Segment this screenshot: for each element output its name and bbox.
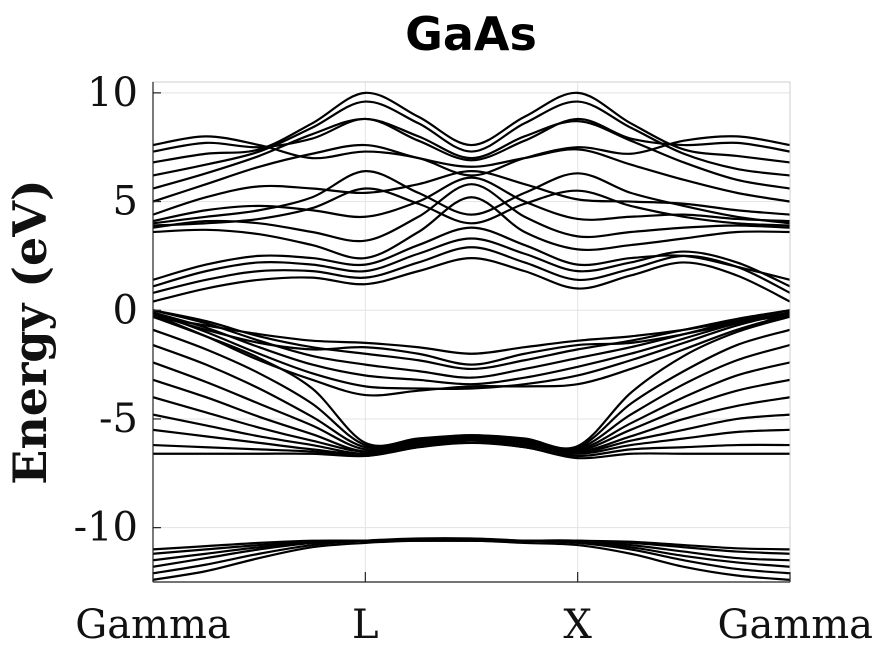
band-line-30 <box>153 170 790 216</box>
band-line-23 <box>153 256 790 303</box>
band-line-15 <box>153 315 790 450</box>
band-line-20 <box>153 313 790 397</box>
band-line-21 <box>153 313 790 366</box>
band-line-28 <box>153 183 790 243</box>
band-line-34 <box>153 91 790 164</box>
y-tick-label-4: 10 <box>87 70 138 116</box>
band-line-33 <box>153 100 790 177</box>
band-line-6 <box>153 441 790 460</box>
x-tick-label-2: X <box>563 602 592 648</box>
band-lines <box>153 91 790 581</box>
band-line-35 <box>153 117 790 162</box>
x-axis-ticks: Gamma L X Gamma <box>75 572 873 648</box>
chart-title: GaAs <box>405 7 537 61</box>
y-tick-label-0: -10 <box>74 505 138 551</box>
y-axis-label: Energy (eV) <box>3 179 57 484</box>
band-line-36 <box>153 135 790 177</box>
y-tick-label-3: 5 <box>113 179 138 225</box>
y-tick-label-2: 0 <box>113 287 138 333</box>
band-line-31 <box>153 143 790 203</box>
band-line-18 <box>153 311 790 386</box>
band-line-29 <box>153 176 790 223</box>
band-line-27 <box>153 196 790 260</box>
band-line-19 <box>153 311 790 391</box>
band-line-32 <box>153 117 790 190</box>
band-line-37 <box>153 170 790 225</box>
y-tick-label-1: -5 <box>99 396 138 442</box>
band-line-26 <box>153 226 790 281</box>
x-tick-label-0: Gamma <box>75 602 231 648</box>
band-line-22 <box>153 315 790 355</box>
band-line-5 <box>153 539 790 551</box>
band-line-38 <box>153 187 790 227</box>
band-line-25 <box>153 237 790 288</box>
x-tick-label-1: L <box>352 602 379 648</box>
y-axis-ticks: -10 -5 0 5 10 <box>74 70 161 551</box>
x-tick-label-3: Gamma <box>717 602 873 648</box>
